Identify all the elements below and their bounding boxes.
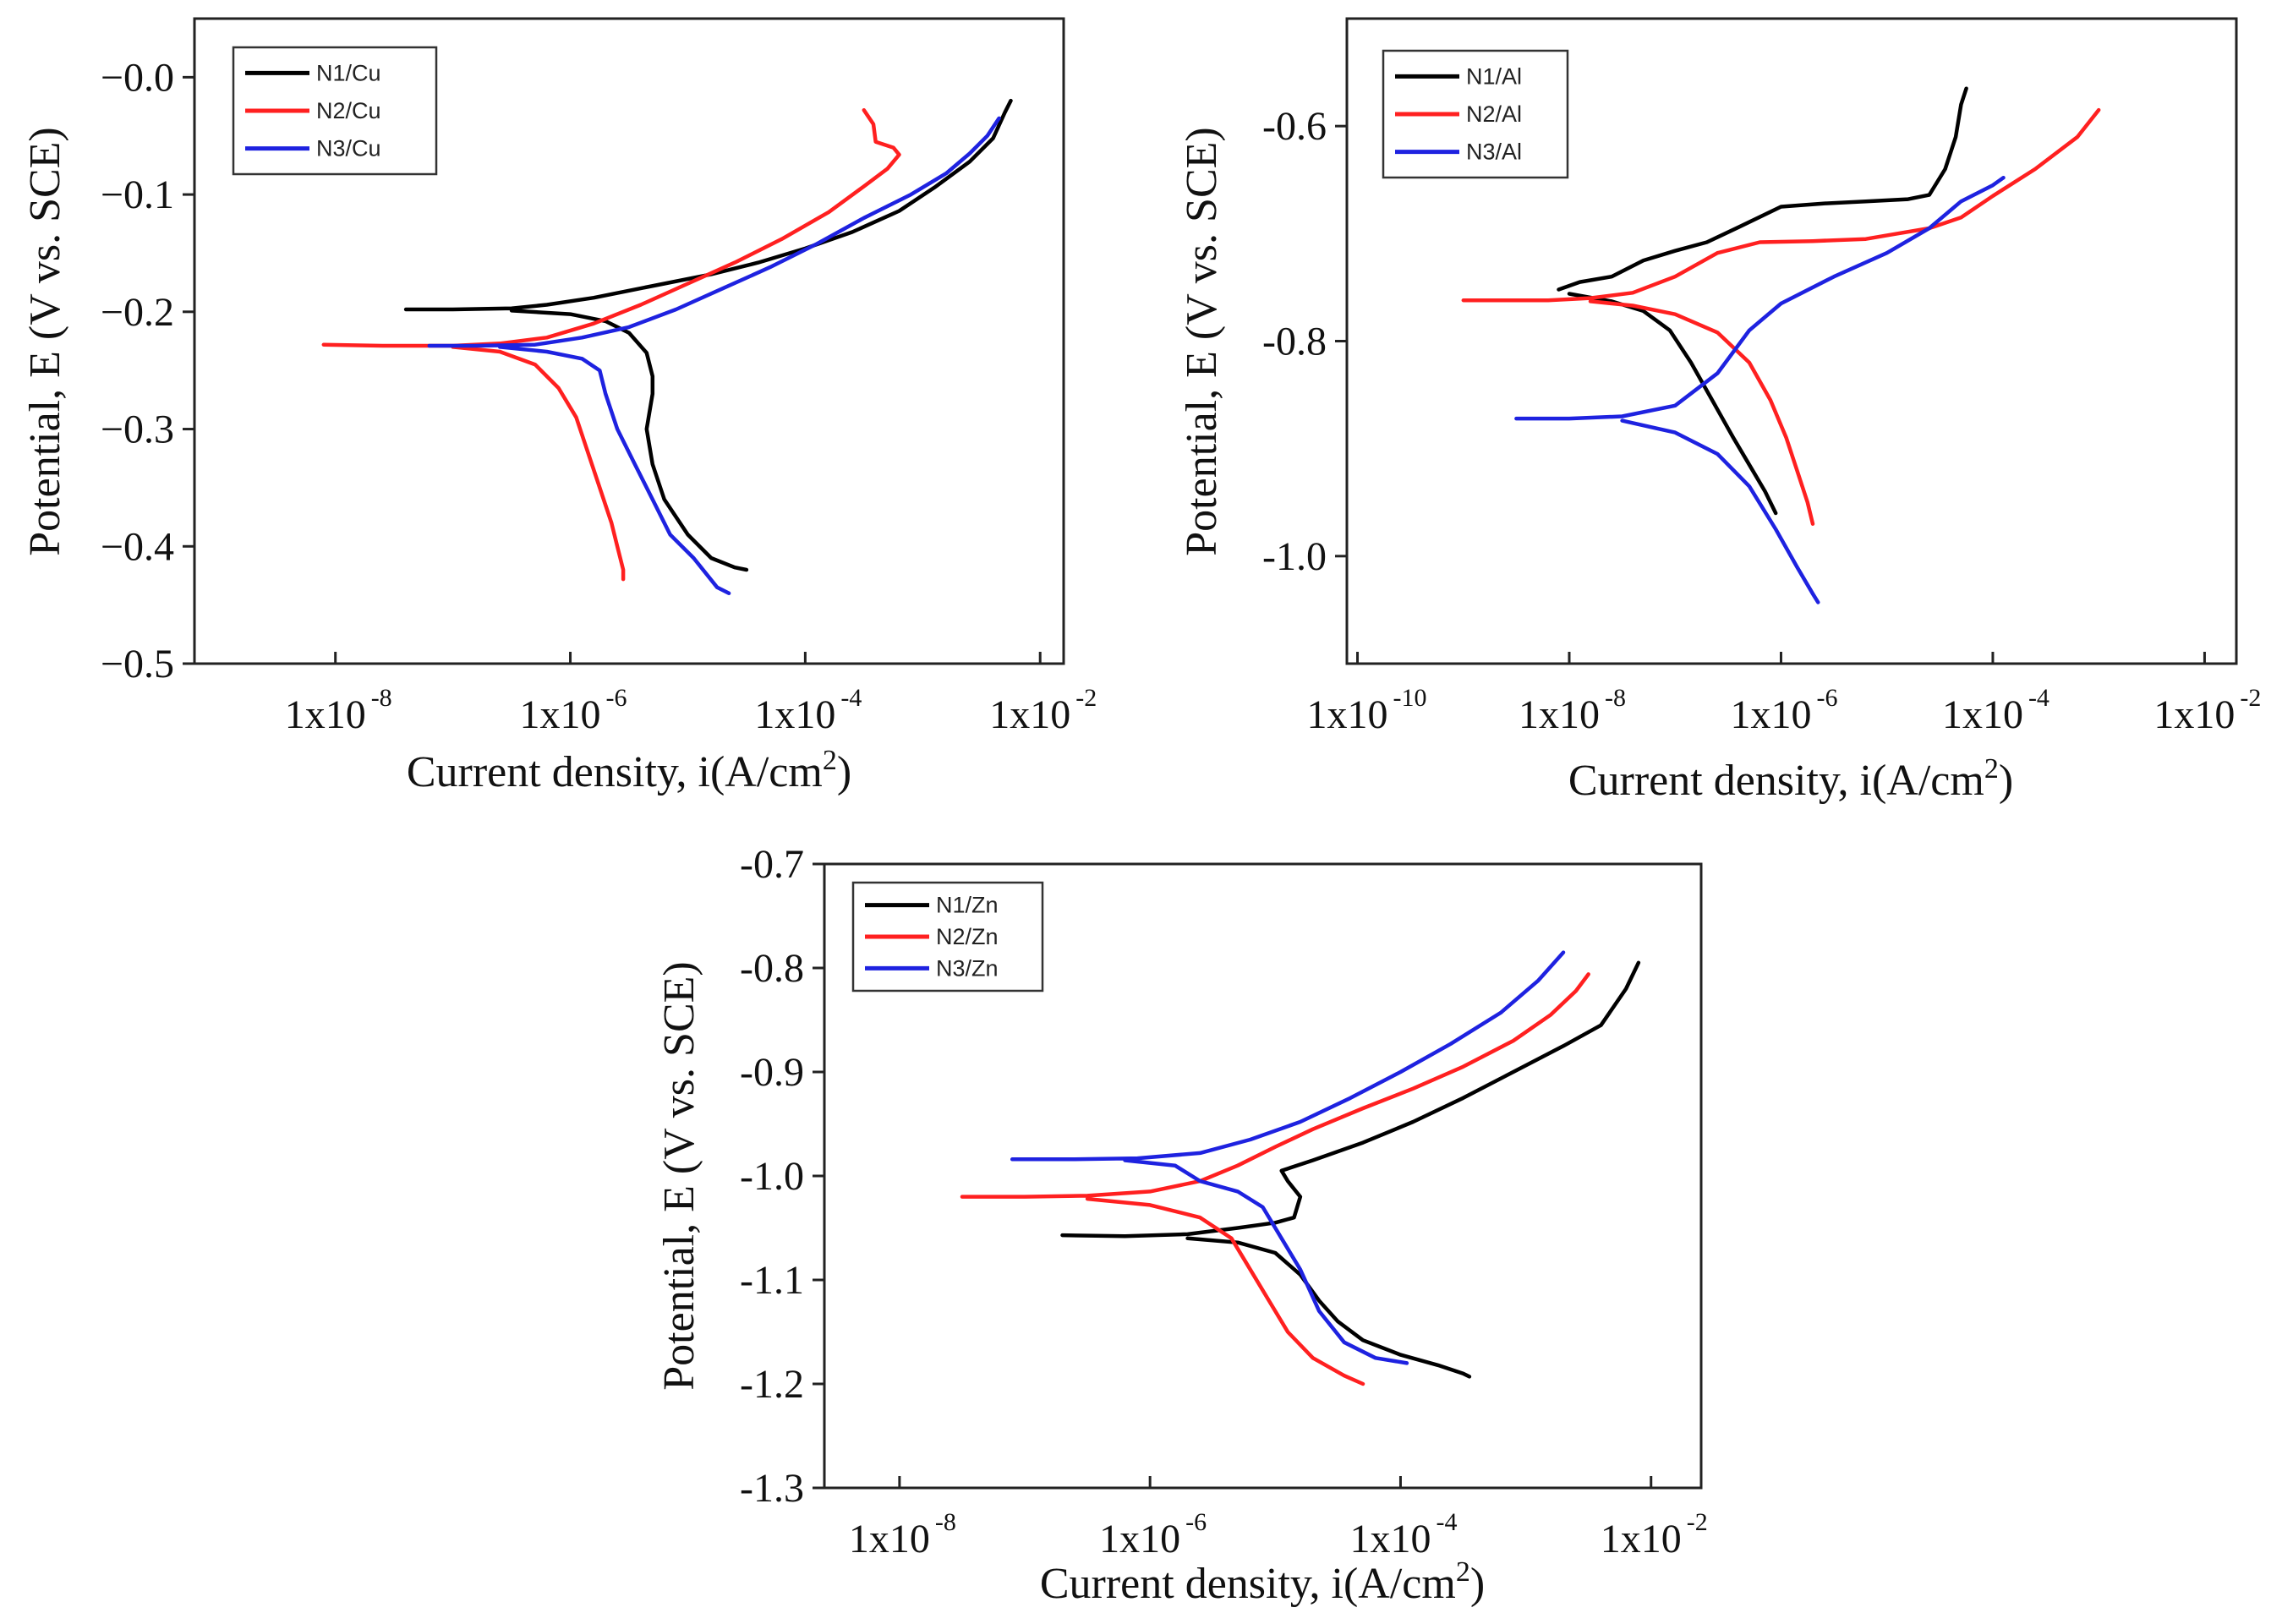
x-tick-label: 1x10: [1099, 1517, 1180, 1561]
y-axis-title: Potential, E (V vs. SCE): [1178, 127, 1226, 555]
x-axis-title: Current density, i(A/cm2): [407, 745, 851, 796]
legend-label: N3/Al: [1466, 139, 1522, 165]
y-axis-title: Potential, E (V vs. SCE): [21, 127, 69, 555]
series-line-n2-cu: [321, 107, 901, 582]
y-tick-label: -0.8: [1262, 320, 1327, 364]
legend-label: N1/Zn: [936, 893, 999, 918]
series-line-n3-zn: [1010, 950, 1566, 1365]
x-axis-title-main: Current density, i(A/cm: [1568, 757, 1984, 805]
x-tick-exponent: -4: [2028, 684, 2049, 712]
y-tick-label: -1.0: [1262, 534, 1327, 579]
chart-panel-zn: 1x10 -8 1x10 -6 1x10 -4 1x10 -2-0.7-0.8-0.9-1.0…: [655, 842, 1708, 1608]
legend-label: N2/Zn: [936, 924, 999, 949]
y-axis-title: Potential, E (V vs. SCE): [655, 961, 703, 1390]
y-tick-label: −0.3: [101, 407, 174, 452]
y-tick-label: -1.1: [740, 1258, 804, 1303]
series-line-n1-cu: [403, 98, 1013, 572]
y-tick-label: −0.0: [101, 55, 174, 100]
x-axis-title-close: ): [1470, 1560, 1485, 1608]
legend-label: N2/Cu: [316, 98, 381, 123]
series-line-n3-cu: [427, 116, 1001, 596]
x-tick-label: 1x10: [849, 1517, 930, 1561]
x-tick-exponent: -6: [1185, 1508, 1207, 1536]
x-tick-label: 1x10: [520, 692, 601, 737]
y-tick-label: −0.2: [101, 290, 174, 335]
series-line-n1-al: [1557, 86, 1968, 516]
x-axis-title-close: ): [837, 748, 851, 796]
x-tick-exponent: -8: [371, 684, 392, 712]
plot-frame: [193, 17, 1065, 665]
x-tick-exponent: -8: [935, 1508, 956, 1536]
y-tick-label: -1.3: [740, 1466, 804, 1511]
y-tick-label: -1.2: [740, 1362, 804, 1407]
y-tick-label: −0.5: [101, 642, 174, 686]
y-tick-label: -0.6: [1262, 104, 1327, 149]
y-tick-label: -0.9: [740, 1050, 804, 1095]
y-tick-label: −0.1: [101, 172, 174, 217]
x-tick-label: 1x10: [1601, 1517, 1682, 1561]
legend-label: N1/Al: [1466, 63, 1522, 89]
x-tick-exponent: -6: [1816, 684, 1837, 712]
x-tick-label: 1x10: [1349, 1517, 1431, 1561]
x-tick-exponent: -8: [1605, 684, 1626, 712]
y-tick-label: -1.0: [740, 1154, 804, 1199]
series-line-n3-al: [1514, 175, 2006, 604]
x-axis-title-sup: 2: [823, 745, 837, 776]
x-tick-label: 1x10: [1942, 692, 2023, 737]
x-tick-label: 1x10: [754, 692, 835, 737]
x-tick-exponent: -4: [1436, 1508, 1457, 1536]
legend-label: N3/Zn: [936, 955, 999, 981]
x-tick-label: 1x10: [1307, 692, 1388, 737]
x-tick-exponent: -4: [840, 684, 862, 712]
x-axis-title-main: Current density, i(A/cm: [407, 748, 823, 796]
series-line-n2-al: [1461, 107, 2101, 526]
legend-label: N3/Cu: [316, 136, 381, 161]
x-axis-title-sup: 2: [1984, 753, 1999, 785]
x-tick-exponent: -6: [606, 684, 627, 712]
y-tick-label: -0.8: [740, 946, 804, 991]
x-tick-exponent: -2: [1687, 1508, 1708, 1536]
x-axis-title: Current density, i(A/cm2): [1040, 1556, 1485, 1608]
x-axis-title-sup: 2: [1456, 1556, 1470, 1588]
chart-panel-cu: 1x10 -8 1x10 -6 1x10 -4 1x10 -2−0.0−0.1−0.2−0.3…: [21, 17, 1097, 796]
x-tick-label: 1x10: [1519, 692, 1600, 737]
x-tick-label: 1x10: [989, 692, 1070, 737]
x-axis-title-close: ): [1999, 757, 2013, 805]
x-tick-exponent: -2: [1075, 684, 1097, 712]
legend-label: N2/Al: [1466, 101, 1522, 127]
series-line-n1-zn: [1060, 960, 1641, 1379]
y-tick-label: −0.4: [101, 524, 174, 569]
x-tick-label: 1x10: [285, 692, 366, 737]
x-tick-exponent: -10: [1393, 684, 1427, 712]
y-tick-label: -0.7: [740, 842, 804, 887]
x-tick-exponent: -2: [2240, 684, 2261, 712]
series-line-n2-zn: [960, 972, 1590, 1386]
legend-label: N1/Cu: [316, 60, 381, 85]
x-axis-title: Current density, i(A/cm2): [1568, 753, 2013, 805]
chart-panel-al: 1x10 -10 1x10 -8 1x10 -6 1x10 -4 1x10 -2-0.6-0.8-…: [1178, 17, 2261, 805]
x-axis-title-main: Current density, i(A/cm: [1040, 1560, 1456, 1608]
x-tick-label: 1x10: [2153, 692, 2235, 737]
x-tick-label: 1x10: [1730, 692, 1811, 737]
